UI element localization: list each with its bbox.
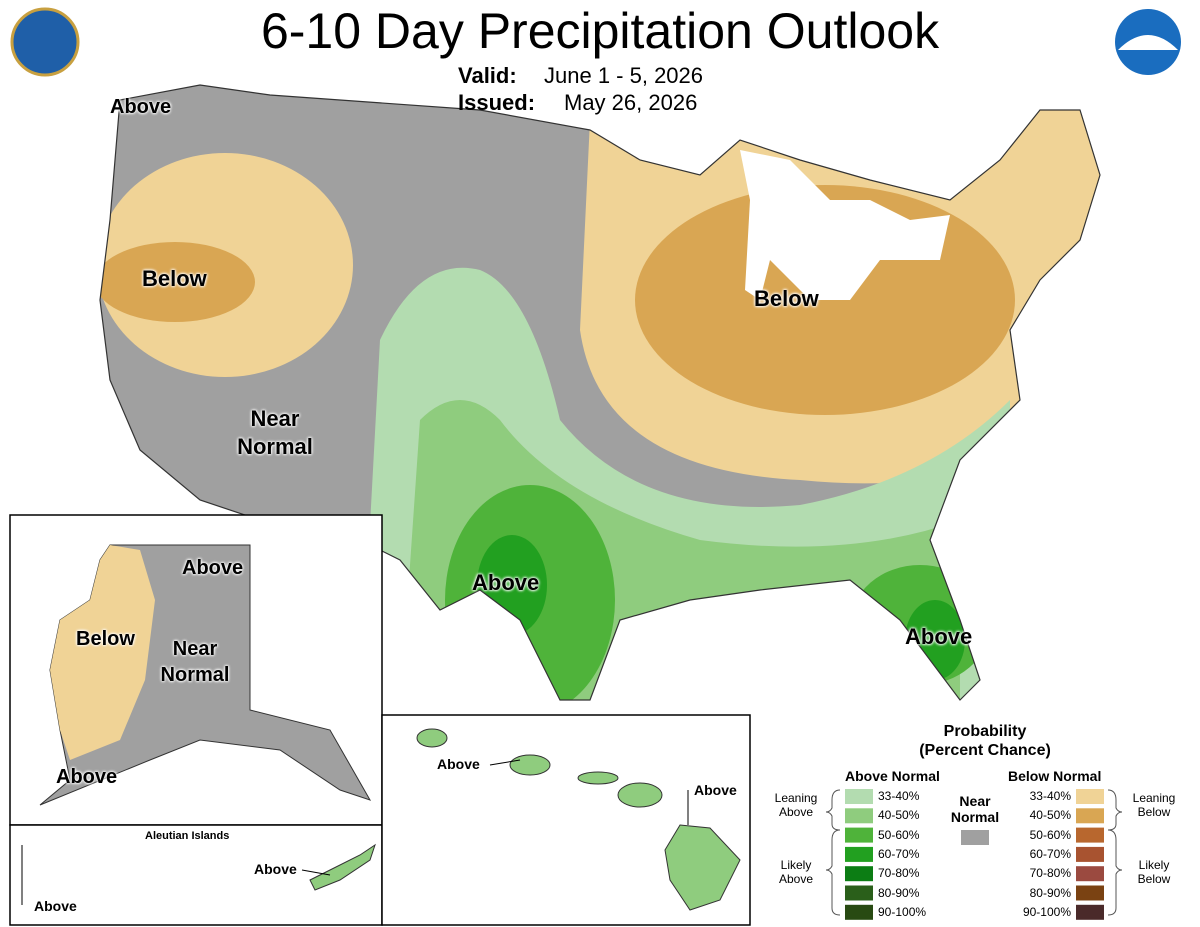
legend-entry-label: 70-80% bbox=[878, 866, 920, 881]
legend-brackets bbox=[825, 789, 1123, 916]
valid-value: June 1 - 5, 2026 bbox=[544, 63, 704, 88]
region-label: Above bbox=[110, 96, 172, 118]
issued-value: May 26, 2026 bbox=[564, 90, 698, 115]
legend-entry-label: 40-50% bbox=[1029, 808, 1071, 823]
region-label: Above bbox=[437, 756, 480, 772]
great-lakes bbox=[740, 150, 950, 300]
bracket-label: Leaning Above bbox=[774, 791, 818, 819]
commerce-seal bbox=[10, 7, 80, 77]
leader-lines bbox=[21, 759, 689, 905]
island bbox=[617, 782, 663, 808]
legend-swatch bbox=[1076, 904, 1104, 920]
legend-subtitle: (Percent Chance) bbox=[919, 742, 1051, 759]
bracket-label: Likely Above bbox=[778, 858, 814, 886]
legend-swatch bbox=[845, 885, 873, 901]
legend-swatch bbox=[1076, 846, 1104, 862]
legend-swatch bbox=[1076, 789, 1104, 804]
region-label: Near Normal bbox=[237, 406, 313, 459]
bracket-label: Leaning Below bbox=[1132, 791, 1176, 819]
region-label: Above bbox=[34, 898, 77, 914]
legend-entry-label: 90-100% bbox=[1022, 904, 1071, 919]
legend-swatch bbox=[845, 846, 873, 862]
legend-swatch bbox=[961, 830, 989, 845]
island bbox=[664, 824, 741, 911]
legend-entry-label: 60-70% bbox=[878, 846, 920, 861]
region-below bbox=[100, 242, 255, 322]
legend-entry-label: 33-40% bbox=[878, 789, 920, 803]
valid-label: Valid: bbox=[458, 63, 517, 88]
issued-label: Issued: bbox=[458, 90, 536, 115]
legend-swatch bbox=[1076, 808, 1104, 824]
bracket-label: Likely Below bbox=[1137, 858, 1171, 886]
region-label: Below bbox=[142, 266, 207, 291]
legend-swatch bbox=[845, 789, 873, 804]
region-label: Above bbox=[56, 766, 118, 788]
aleutians-title: Aleutian Islands bbox=[145, 830, 230, 842]
legend-entry-label: 70-80% bbox=[1029, 866, 1071, 881]
legend-entry-label: 80-90% bbox=[1029, 885, 1071, 900]
legend-entry-label: 40-50% bbox=[878, 808, 920, 823]
island bbox=[509, 754, 551, 776]
legend-swatch bbox=[1076, 827, 1104, 843]
alaska-below bbox=[50, 545, 155, 760]
legend-entry-label: 50-60% bbox=[1029, 827, 1071, 842]
region-label: Above bbox=[694, 782, 737, 798]
legend-above-header: Above Normal bbox=[845, 768, 940, 784]
hawaii-islands bbox=[416, 728, 741, 911]
island bbox=[416, 728, 448, 748]
noaa-logo-bird bbox=[1118, 35, 1178, 50]
region-label: Below bbox=[754, 286, 819, 311]
legend-swatch bbox=[1076, 885, 1104, 901]
legend-swatch bbox=[845, 827, 873, 843]
island bbox=[577, 771, 619, 785]
legend-swatch bbox=[1076, 866, 1104, 882]
legend-title: Probability bbox=[943, 723, 1027, 740]
legend-swatch bbox=[845, 904, 873, 920]
legend-entry-label: 33-40% bbox=[1029, 789, 1071, 803]
legend-swatch bbox=[845, 808, 873, 824]
legend-entry-label: 90-100% bbox=[878, 904, 927, 919]
region-label: Above bbox=[905, 624, 973, 649]
region-label: Above bbox=[472, 570, 540, 595]
title: 6-10 Day Precipitation Outlook bbox=[260, 3, 940, 59]
legend-entry-label: 80-90% bbox=[878, 885, 920, 900]
legend-below-header: Below Normal bbox=[1008, 768, 1102, 784]
region-label: Near Normal bbox=[160, 638, 230, 686]
legend-entry-label: 60-70% bbox=[1029, 846, 1071, 861]
legend-entry-label: 50-60% bbox=[878, 827, 920, 842]
region-label: Above bbox=[254, 861, 297, 877]
legend-swatch bbox=[845, 866, 873, 882]
region-label: Above bbox=[182, 557, 244, 579]
region-label: Below bbox=[76, 628, 135, 650]
aleutian-islands bbox=[309, 843, 376, 891]
legend-near-label: Near Normal bbox=[950, 793, 1000, 825]
